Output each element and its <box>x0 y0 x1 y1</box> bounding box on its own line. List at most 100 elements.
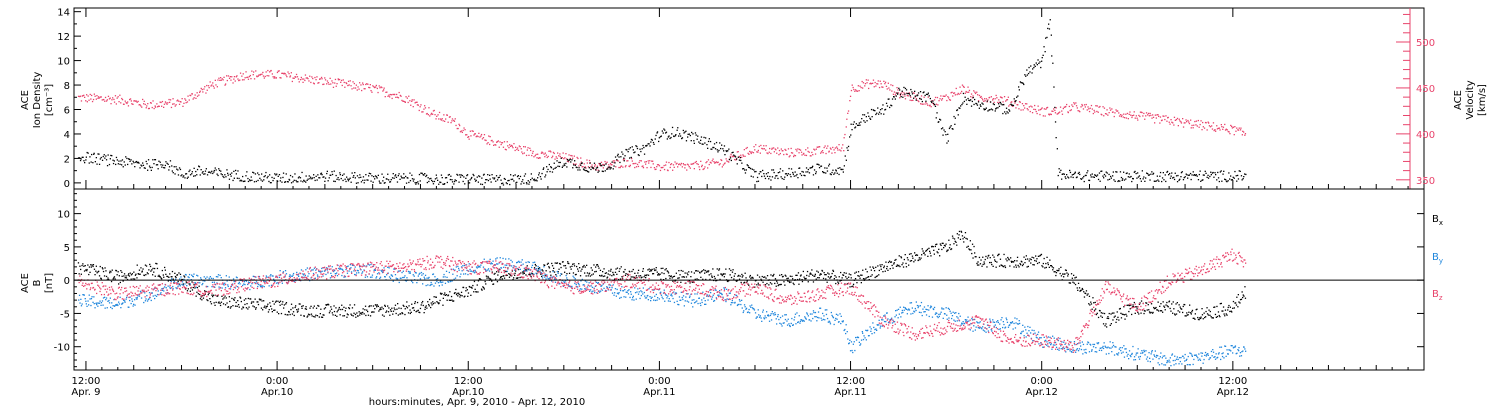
density-point <box>476 176 478 178</box>
density-point <box>771 176 774 178</box>
density-point <box>742 168 744 170</box>
bx-point <box>84 265 86 267</box>
density-point <box>257 172 259 174</box>
velocity-point <box>226 79 228 82</box>
bx-point <box>1160 310 1163 312</box>
density-point <box>1090 176 1092 178</box>
density-point <box>933 102 935 105</box>
density-point <box>940 128 943 130</box>
velocity-point <box>823 146 825 149</box>
density-point <box>733 154 735 156</box>
bx-point <box>776 280 778 282</box>
density-point <box>489 178 491 180</box>
velocity-point <box>603 163 605 166</box>
velocity-point <box>119 94 121 96</box>
velocity-point <box>629 164 631 166</box>
bx-point <box>895 265 898 267</box>
density-point <box>792 171 794 174</box>
velocity-point <box>324 79 327 81</box>
density-point <box>527 180 529 182</box>
density-point <box>983 108 985 110</box>
bx-point <box>234 297 236 299</box>
bottom-left-tick-label: 5 <box>64 243 70 254</box>
velocity-point <box>804 154 806 156</box>
velocity-point <box>971 97 974 99</box>
bx-point <box>1091 308 1093 310</box>
bx-point <box>1199 317 1201 319</box>
density-point <box>411 174 413 176</box>
density-point <box>516 175 519 178</box>
density-point <box>762 169 764 172</box>
velocity-point <box>711 160 713 162</box>
bx-point <box>456 292 458 294</box>
density-point <box>557 165 559 167</box>
density-point <box>1116 171 1118 173</box>
velocity-point <box>926 103 928 105</box>
velocity-point <box>1208 125 1211 127</box>
bx-point <box>367 314 370 316</box>
density-point <box>658 137 660 139</box>
by-point <box>172 285 174 288</box>
bx-point <box>585 275 587 277</box>
bx-point <box>545 270 547 272</box>
density-point <box>903 86 905 89</box>
velocity-point <box>345 82 347 84</box>
velocity-point <box>124 100 126 102</box>
density-point <box>1134 170 1136 173</box>
bx-point <box>945 243 947 245</box>
velocity-point <box>948 97 950 99</box>
bx-point <box>979 263 982 265</box>
density-point <box>155 164 158 166</box>
velocity-point <box>588 159 591 162</box>
density-point <box>360 181 363 183</box>
velocity-point <box>214 79 216 81</box>
density-point <box>1199 170 1201 172</box>
by-point <box>347 265 349 267</box>
density-point <box>850 123 852 125</box>
bx-point <box>659 273 661 275</box>
bx-point <box>1138 303 1141 305</box>
bx-point <box>706 270 708 272</box>
density-point <box>1029 71 1031 73</box>
density-point <box>1115 171 1117 173</box>
by-point <box>111 307 113 310</box>
bx-point <box>313 305 315 307</box>
density-point <box>422 174 424 176</box>
velocity-point <box>482 137 485 139</box>
velocity-point <box>614 160 616 162</box>
bx-point <box>578 263 580 265</box>
velocity-point <box>819 146 821 148</box>
bx-point <box>260 298 262 301</box>
velocity-point <box>706 161 708 163</box>
bx-point <box>525 269 528 271</box>
density-point <box>574 164 576 166</box>
by-point <box>374 269 376 271</box>
density-point <box>542 168 544 170</box>
velocity-point <box>329 77 331 79</box>
density-point <box>1191 174 1193 176</box>
bx-point <box>1174 313 1176 315</box>
by-point <box>331 266 333 268</box>
density-point <box>1044 51 1046 53</box>
bx-point <box>680 269 682 272</box>
density-point <box>261 173 263 175</box>
velocity-point <box>891 90 893 92</box>
bx-point <box>994 259 996 261</box>
density-point <box>1132 177 1134 180</box>
velocity-point <box>720 159 722 161</box>
density-point <box>374 175 377 177</box>
velocity-point <box>404 101 406 103</box>
density-point <box>407 177 409 179</box>
bx-point <box>191 289 194 291</box>
bx-point <box>927 255 929 257</box>
bx-point <box>168 276 170 278</box>
by-point <box>342 269 344 271</box>
bx-point <box>717 274 719 276</box>
density-point <box>409 180 412 182</box>
bx-point <box>538 267 541 269</box>
velocity-point <box>168 98 170 101</box>
top-left-tick-label: 0 <box>64 179 70 190</box>
velocity-point <box>204 86 206 88</box>
velocity-point <box>884 83 886 85</box>
density-point <box>927 92 929 94</box>
